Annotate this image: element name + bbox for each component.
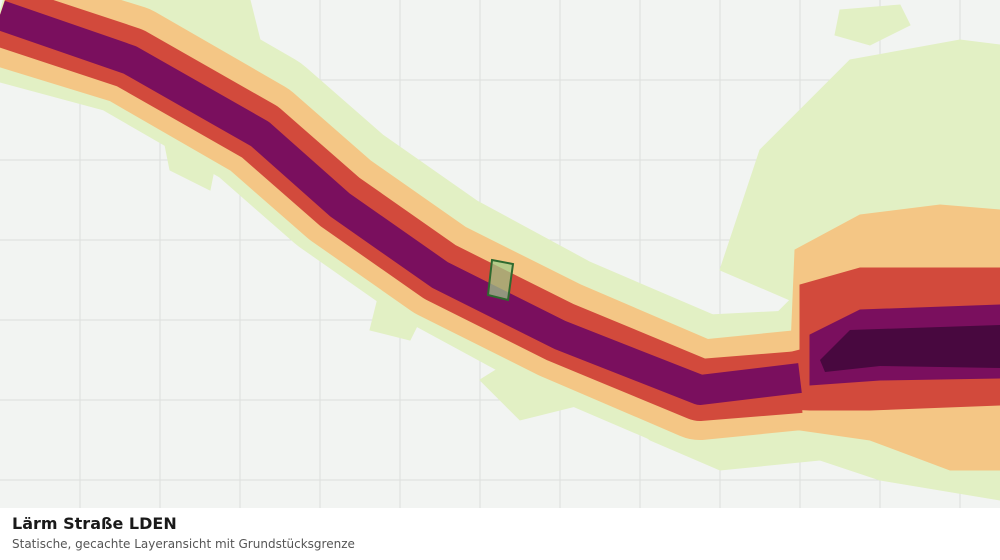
caption-subtitle: Statische, gecachte Layeransicht mit Gru… bbox=[12, 537, 355, 551]
map bbox=[0, 0, 1000, 508]
caption-title: Lärm Straße LDEN bbox=[12, 514, 177, 533]
parcel-boundary bbox=[486, 258, 515, 302]
noise-zone-extreme bbox=[820, 325, 1000, 372]
caption-bar: Lärm Straße LDEN Statische, gecachte Lay… bbox=[0, 508, 1000, 560]
